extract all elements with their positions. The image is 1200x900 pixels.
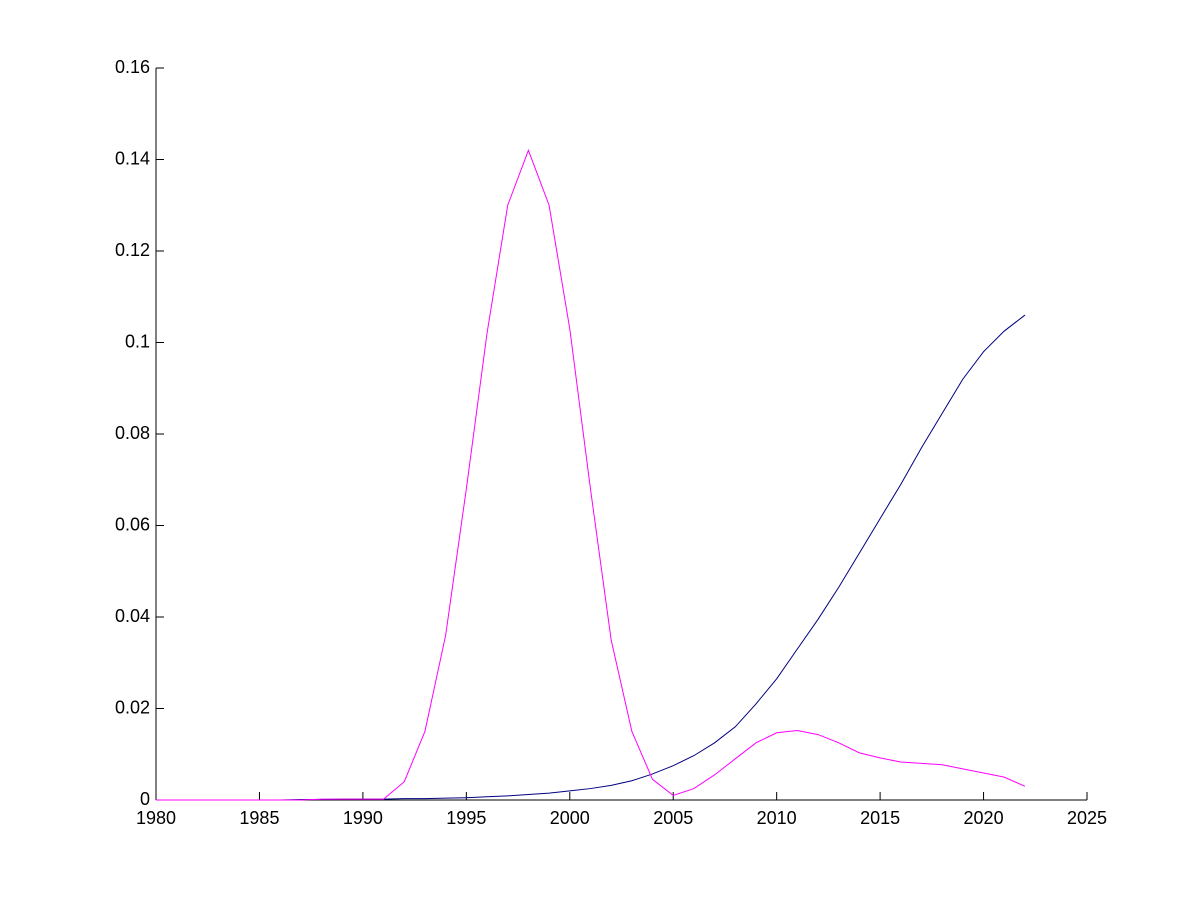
y-tick-label: 0 — [140, 789, 150, 809]
x-tick-label: 2020 — [964, 808, 1004, 828]
y-tick-label: 0.08 — [115, 423, 150, 443]
x-tick-label: 1980 — [136, 808, 176, 828]
x-tick-label: 1995 — [446, 808, 486, 828]
series-line — [156, 314, 1026, 801]
x-tick-label: 2005 — [653, 808, 693, 828]
x-tick-label: 1985 — [239, 808, 279, 828]
x-tick-label: 2000 — [550, 808, 590, 828]
y-tick-label: 0.16 — [115, 57, 150, 77]
y-tick-label: 0.1 — [125, 331, 150, 351]
y-tick-label: 0.02 — [115, 697, 150, 717]
x-tick-label: 2015 — [860, 808, 900, 828]
x-tick-label: 1990 — [343, 808, 383, 828]
y-tick-label: 0.12 — [115, 240, 150, 260]
y-tick-label: 0.06 — [115, 514, 150, 534]
x-tick-label: 2010 — [757, 808, 797, 828]
series-line — [156, 148, 1026, 801]
x-tick-label: 2025 — [1067, 808, 1107, 828]
y-tick-label: 0.14 — [115, 148, 150, 168]
y-tick-label: 0.04 — [115, 606, 150, 626]
